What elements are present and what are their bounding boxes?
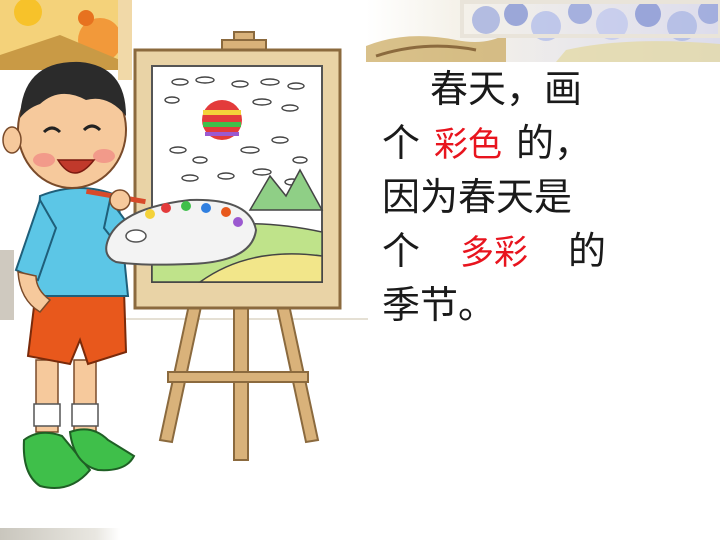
poem-line-3-text: 因为春天是 [382,175,573,219]
right-shoe-icon [68,428,136,472]
bottom-decor-strip [0,528,120,540]
poem-line-2-suffix: 的， [516,121,593,165]
poem-text: 春天，画 个彩色 的， 因为春天是 个多彩的 季节。 [382,62,712,332]
poem-line-3: 因为春天是 [382,170,712,224]
flower-banner-icon [366,0,720,62]
poem-line-1: 春天，画 [382,62,712,116]
answer-blank-1: 彩色 [434,125,503,165]
poem-line-5-text: 季节。 [382,283,497,327]
poem-line-4: 个多彩的 [382,224,712,278]
poem-line-5: 季节。 [382,278,712,332]
boy-painting-illustration [0,0,368,489]
poem-line-4-prefix: 个 [382,229,421,273]
paint-palette-icon [105,198,258,266]
illustration-svg [0,0,368,489]
left-shoe-icon [22,431,92,489]
answer-blank-2: 多彩 [460,233,529,273]
poem-line-2: 个彩色 的， [382,116,712,170]
shorts [26,289,128,366]
flower-banner [366,0,720,62]
poem-line-2-prefix: 个 [382,121,421,165]
poem-line-4-suffix: 的 [568,229,607,273]
boy-painter [2,61,258,489]
poem-line-1-text: 春天，画 [430,67,583,111]
paintbrush-icon [85,188,146,211]
boy-hair [20,61,126,118]
